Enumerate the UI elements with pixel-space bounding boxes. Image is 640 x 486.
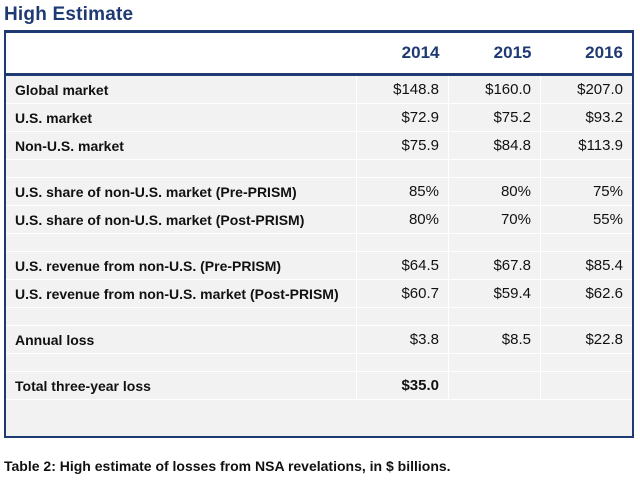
cell-value: $3.8	[356, 325, 449, 354]
column-header-2014: 2014	[356, 33, 449, 76]
cell-value: $60.7	[356, 279, 449, 308]
cell-value: $62.6	[540, 279, 632, 308]
row-label: U.S. revenue from non-U.S. market (Post-…	[6, 279, 357, 308]
spacer-row	[6, 353, 632, 372]
header-row: 2014 2015 2016	[6, 33, 632, 76]
column-header-2016: 2016	[540, 33, 632, 76]
row-label: U.S. share of non-U.S. market (Post-PRIS…	[6, 205, 357, 234]
cell-value: 80%	[356, 205, 449, 234]
table-row: U.S. market $72.9 $75.2 $93.2	[6, 103, 632, 132]
cell-value: 75%	[540, 177, 632, 206]
header-blank	[6, 33, 357, 76]
cell-value: $93.2	[540, 103, 632, 132]
cell-value	[448, 371, 541, 400]
row-label: U.S. market	[6, 103, 357, 132]
cell-value: $64.5	[356, 251, 449, 280]
row-label: Global market	[6, 74, 357, 104]
cell-value: $75.9	[356, 131, 449, 160]
table-row-total: Total three-year loss $35.0	[6, 371, 632, 400]
total-value: $35.0	[356, 371, 449, 400]
cell-value: 85%	[356, 177, 449, 206]
row-label: U.S. revenue from non-U.S. (Pre-PRISM)	[6, 251, 357, 280]
table-row: Annual loss $3.8 $8.5 $22.8	[6, 325, 632, 354]
table-caption: Table 2: High estimate of losses from NS…	[4, 458, 451, 474]
cell-value: $84.8	[448, 131, 541, 160]
table-row: Global market $148.8 $160.0 $207.0	[6, 74, 632, 104]
row-label: Annual loss	[6, 325, 357, 354]
cell-value: $113.9	[540, 131, 632, 160]
cell-value: $67.8	[448, 251, 541, 280]
table-row: U.S. revenue from non-U.S. market (Post-…	[6, 279, 632, 308]
cell-value: $72.9	[356, 103, 449, 132]
table-row: U.S. revenue from non-U.S. (Pre-PRISM) $…	[6, 251, 632, 280]
cell-value: $22.8	[540, 325, 632, 354]
table-row: U.S. share of non-U.S. market (Post-PRIS…	[6, 205, 632, 234]
cell-value: $8.5	[448, 325, 541, 354]
spacer-row	[6, 159, 632, 178]
column-header-2015: 2015	[448, 33, 541, 76]
cell-value: 55%	[540, 205, 632, 234]
cell-value	[540, 371, 632, 400]
cell-value: 70%	[448, 205, 541, 234]
cell-value: $207.0	[540, 74, 632, 104]
cell-value: $59.4	[448, 279, 541, 308]
table-row: U.S. share of non-U.S. market (Pre-PRISM…	[6, 177, 632, 206]
row-label: Non-U.S. market	[6, 131, 357, 160]
estimate-table: 2014 2015 2016 Global market $148.8 $160…	[6, 33, 632, 400]
cell-value: $85.4	[540, 251, 632, 280]
table-title: High Estimate	[4, 4, 134, 25]
spacer-row	[6, 307, 632, 326]
spacer-row	[6, 233, 632, 252]
cell-value: 80%	[448, 177, 541, 206]
table-row: Non-U.S. market $75.9 $84.8 $113.9	[6, 131, 632, 160]
cell-value: $160.0	[448, 74, 541, 104]
row-label: U.S. share of non-U.S. market (Pre-PRISM…	[6, 177, 357, 206]
estimate-table-frame: 2014 2015 2016 Global market $148.8 $160…	[4, 30, 634, 438]
cell-value: $148.8	[356, 74, 449, 104]
row-label: Total three-year loss	[6, 371, 357, 400]
cell-value: $75.2	[448, 103, 541, 132]
